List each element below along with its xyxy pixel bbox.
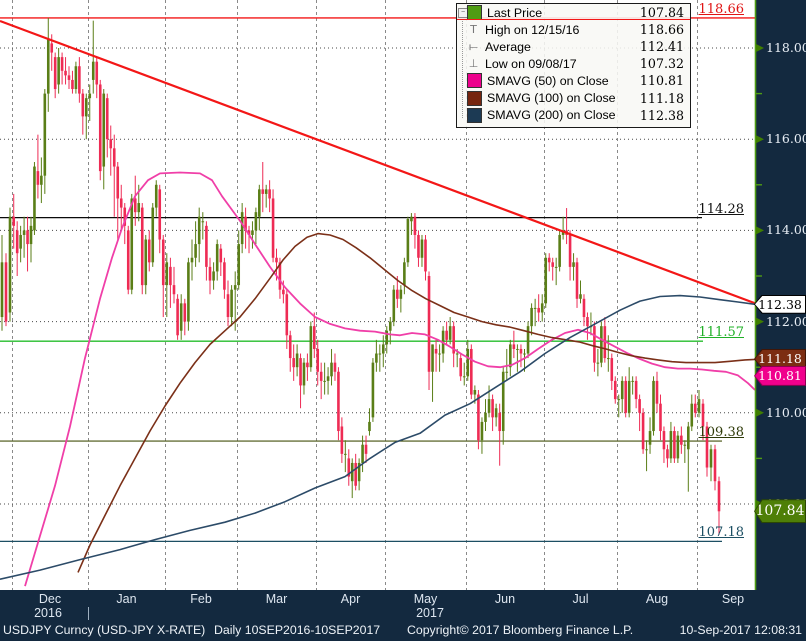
legend-value: 107.32	[639, 56, 684, 72]
month-label-Feb: Feb	[190, 592, 212, 606]
bottom-band: Dec Jan Feb Mar Apr May Jun Jul Aug Sep 2016 2017 …	[0, 590, 806, 641]
month-label-Mar: Mar	[265, 592, 288, 606]
gridlines	[0, 0, 755, 590]
legend-row-low[interactable]: ⊥ Low on 09/08/17 107.32	[457, 55, 690, 72]
legend-label: Low on 09/08/17	[485, 56, 577, 71]
legend-label: SMAVG (50) on Close	[487, 73, 609, 88]
sma50-swatch-icon	[467, 73, 482, 89]
year-divider-tick	[88, 607, 89, 620]
legend-row-sma100[interactable]: SMAVG (100) on Close 111.18	[457, 89, 690, 106]
level-label-118.66: 118.66	[698, 1, 745, 17]
chart-legend[interactable]: − Last Price 107.84 T High on 12/15/16 1…	[456, 3, 691, 128]
price-badge-110.81: 110.81	[754, 365, 806, 386]
legend-value: 107.84	[639, 5, 684, 21]
month-label-Aug: Aug	[645, 592, 669, 606]
level-label-111.57: 111.57	[698, 325, 745, 341]
status-bar: USDJPY Curncy (USD-JPY X-RATE) Daily 10S…	[0, 623, 806, 641]
axis-ticks-and-arrows	[754, 0, 764, 590]
resistance-line-through-legend	[457, 19, 690, 20]
legend-value: 112.41	[639, 39, 684, 55]
legend-row-high[interactable]: T High on 12/15/16 118.66	[457, 21, 690, 38]
month-label-Jul: Jul	[572, 592, 589, 606]
legend-row-sma200[interactable]: SMAVG (200) on Close 112.38	[457, 107, 690, 124]
price-badge-111.18: 111.18	[754, 348, 806, 369]
legend-label: Average	[485, 39, 531, 54]
chart-period: Daily 10SEP2016-10SEP2017	[214, 623, 381, 637]
legend-row-last-price[interactable]: Last Price 107.84	[457, 4, 690, 21]
axis-tick-116.00: 116.00	[766, 131, 806, 147]
average-marker-icon: ⟝	[468, 39, 479, 53]
sma100-swatch-icon	[467, 90, 482, 106]
level-label-109.38: 109.38	[698, 425, 745, 441]
legend-tree-line	[462, 12, 463, 118]
low-marker-icon: ⊥	[468, 57, 479, 71]
year-label-2016: 2016	[34, 606, 62, 620]
legend-label: SMAVG (100) on Close	[487, 91, 616, 106]
month-label-Dec: Dec	[38, 592, 62, 606]
legend-value: 112.38	[639, 107, 684, 123]
copyright-text: Copyright© 2017 Bloomberg Finance L.P.	[407, 623, 634, 637]
legend-label: SMAVG (200) on Close	[487, 108, 616, 123]
price-chart-canvas[interactable]	[0, 0, 806, 590]
legend-row-average[interactable]: ⟝ Average 112.41	[457, 38, 690, 55]
legend-value: 110.81	[639, 73, 684, 89]
legend-label: Last Price	[487, 5, 543, 20]
legend-label: High on 12/15/16	[485, 22, 580, 37]
last-price-swatch-icon	[467, 5, 482, 21]
level-label-114.28: 114.28	[698, 201, 745, 217]
month-label-Jan: Jan	[116, 592, 137, 606]
axis-tick-110.00: 110.00	[766, 404, 806, 420]
month-label-May: May	[413, 592, 438, 606]
month-label-Jun: Jun	[494, 592, 516, 606]
legend-value: 118.66	[639, 22, 684, 38]
axis-tick-114.00: 114.00	[766, 222, 806, 238]
high-marker-icon: T	[470, 23, 477, 37]
month-label-Sep: Sep	[721, 592, 745, 606]
moving-average-lines	[0, 171, 756, 587]
price-badge-112.38: 112.38	[754, 294, 806, 314]
timestamp: 10-Sep-2017 12:08:31	[679, 623, 802, 637]
axis-tick-118.00: 118.00	[766, 40, 806, 55]
month-label-Apr: Apr	[340, 592, 361, 606]
axis-tick-112.00: 112.00	[766, 313, 806, 329]
price-badge-107.84: 107.84	[754, 499, 806, 524]
level-label-107.18: 107.18	[698, 525, 745, 541]
year-label-2017: 2017	[416, 606, 444, 620]
legend-value: 111.18	[639, 90, 684, 106]
candlesticks	[0, 17, 721, 536]
legend-row-sma50[interactable]: SMAVG (50) on Close 110.81	[457, 72, 690, 89]
sma200-swatch-icon	[467, 107, 482, 123]
downtrend-line	[0, 19, 758, 306]
instrument-title: USDJPY Curncy (USD-JPY X-RATE)	[3, 623, 206, 637]
